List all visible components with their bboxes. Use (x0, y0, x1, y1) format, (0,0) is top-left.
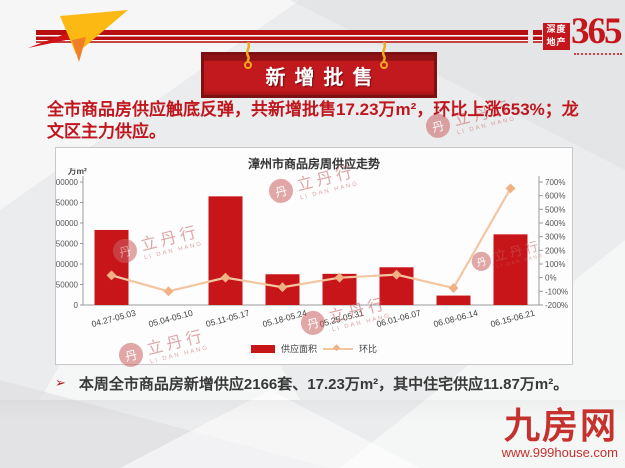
svg-text:05.11-05.17: 05.11-05.17 (205, 308, 251, 329)
svg-text:0: 0 (74, 301, 79, 310)
header-ribbon (36, 30, 528, 43)
headline-text: 全市商品房供应触底反弹，共新增批售17.23万m²，环比上涨653%；龙文区主力… (47, 100, 579, 142)
chart-panel: 漳州市商品房周供应走势 万m² 0 50000 100000 150000 200000 2… (55, 147, 573, 365)
svg-text:150000: 150000 (56, 240, 79, 249)
footnote-text: 本周全市商品房新增供应2166套、17.23万m²，其中住宅供应11.87万m²… (78, 376, 569, 393)
legend-supply-label: 供应面积 (280, 344, 317, 354)
site-name: 九房网 (503, 406, 618, 446)
svg-text:06.08-06.14: 06.08-06.14 (432, 308, 479, 329)
footnote-bullet-icon: ➢ (55, 375, 66, 390)
site-logo: 九房网 www.999house.com (502, 408, 618, 460)
footnote: ➢ 本周全市商品房新增供应2166套、17.23万m²，其中住宅供应11.87万… (55, 373, 595, 394)
svg-text:100000: 100000 (56, 260, 79, 269)
rope-icon (380, 42, 388, 69)
svg-text:250000: 250000 (56, 199, 79, 208)
svg-text:500%: 500% (545, 205, 565, 214)
svg-text:06.01-06.07: 06.01-06.07 (375, 308, 422, 329)
brand-logo-tagline (574, 53, 622, 55)
svg-text:06.15-06.21: 06.15-06.21 (489, 308, 536, 329)
chart-title: 漳州市商品房周供应走势 (247, 157, 380, 171)
banner-plate: 新增批售 (201, 52, 437, 98)
svg-text:04.27-05.03: 04.27-05.03 (90, 308, 137, 329)
svg-text:200000: 200000 (56, 219, 79, 228)
header-ribbon-end (533, 30, 542, 43)
svg-text:05.18-05.24: 05.18-05.24 (261, 308, 308, 329)
site-url: www.999house.com (501, 445, 618, 460)
rope-icon (244, 42, 252, 69)
legend-supply-swatch (250, 344, 275, 353)
svg-text:600%: 600% (545, 192, 565, 201)
chart-canvas: 万m² 0 50000 100000 150000 200000 250000 300000 -… (56, 168, 568, 329)
svg-text:400%: 400% (545, 219, 565, 228)
svg-text:0%: 0% (545, 274, 557, 283)
svg-text:300000: 300000 (56, 178, 79, 187)
brand-box-line1: 深度 (546, 24, 567, 34)
svg-text:300%: 300% (545, 233, 565, 242)
svg-text:-200%: -200% (545, 301, 568, 310)
svg-text:100%: 100% (545, 260, 565, 269)
svg-text:50000: 50000 (56, 281, 79, 290)
brand-logo-number: 365 (571, 11, 622, 52)
svg-text:05.25-05.31: 05.25-05.31 (318, 308, 365, 329)
brand-box-line2: 地产 (546, 37, 567, 47)
banner-title: 新增批售 (265, 66, 382, 89)
svg-text:万m²: 万m² (67, 168, 87, 176)
legend-ratio-line-icon: ◆ (323, 342, 353, 351)
svg-text:-100%: -100% (545, 287, 568, 296)
chart-legend: 供应面积 ◆ 环比 (56, 342, 572, 355)
legend-ratio-label: 环比 (359, 344, 378, 354)
svg-text:700%: 700% (545, 178, 565, 187)
footer-divider (0, 400, 625, 468)
svg-text:200%: 200% (545, 246, 565, 255)
paper-plane-arrow-icon (28, 10, 128, 62)
svg-text:05.04-05.10: 05.04-05.10 (147, 308, 194, 329)
brand-logo-box: 深度 地产 (543, 23, 570, 50)
